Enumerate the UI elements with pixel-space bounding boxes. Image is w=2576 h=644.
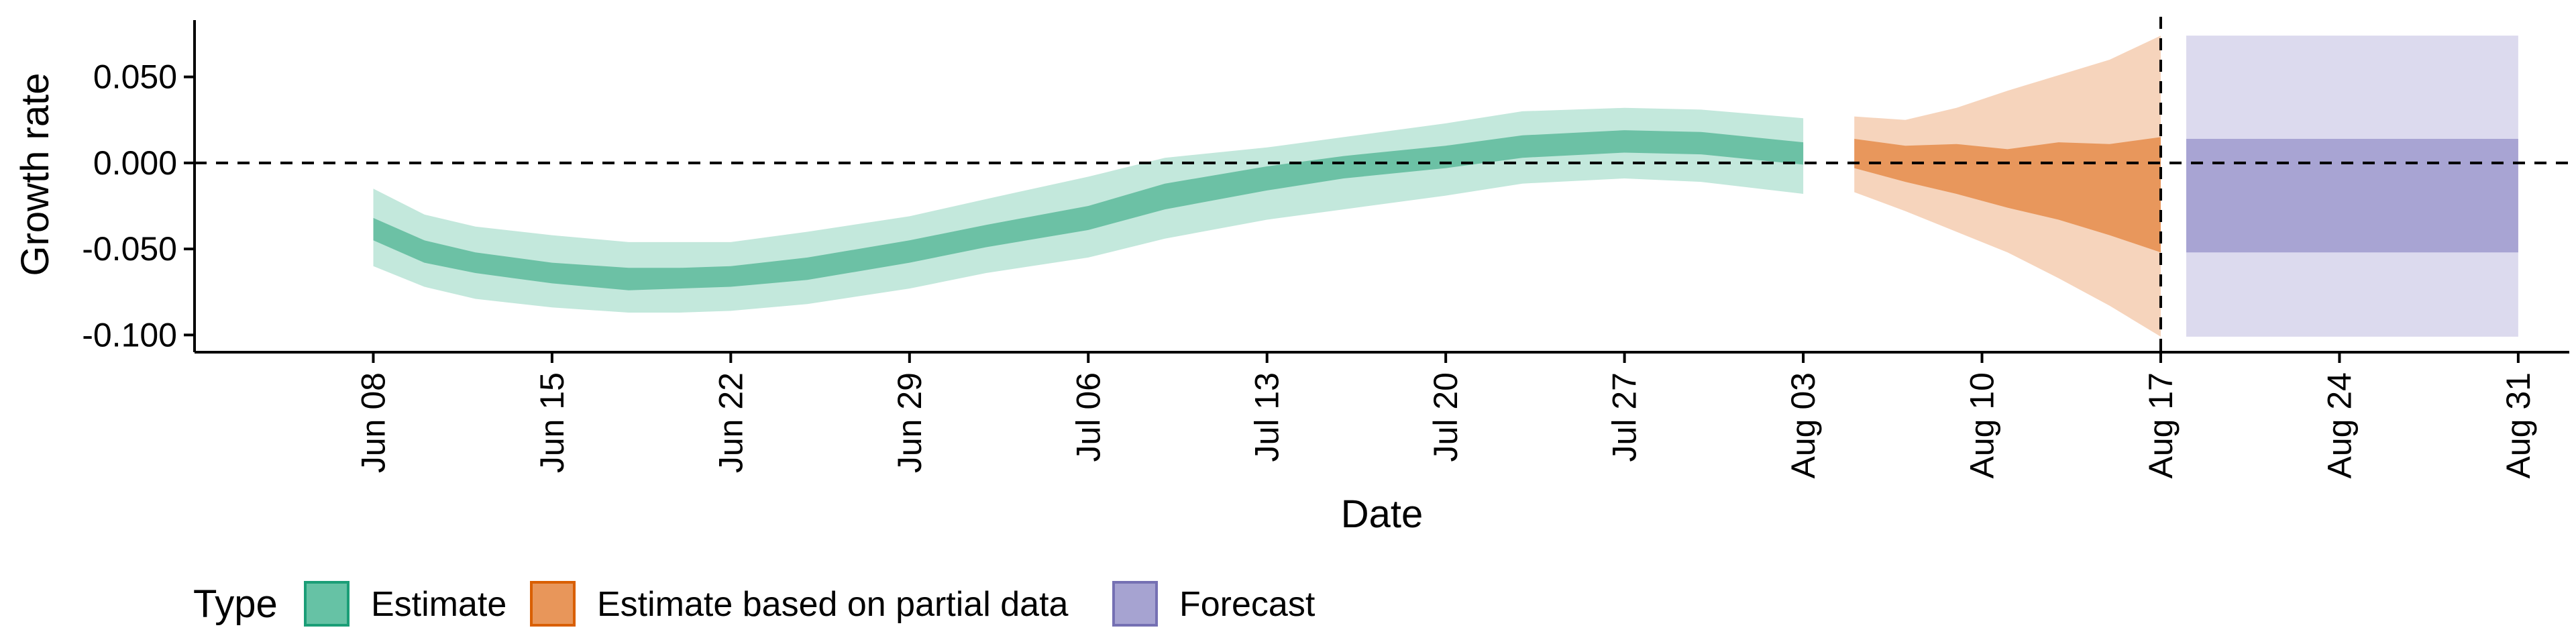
ribbon-layer bbox=[373, 36, 2518, 337]
legend-swatch-forecast bbox=[1112, 581, 1158, 627]
x-tick-label: Jul 13 bbox=[1248, 372, 1286, 462]
x-tick-label: Jun 29 bbox=[891, 372, 928, 473]
legend-label-forecast: Forecast bbox=[1179, 585, 1316, 624]
axes: 0.050 0.000 -0.050 -0.100 Jun 08 Jun 15 Jun 22… bbox=[82, 20, 2569, 478]
x-tick-label: Jun 15 bbox=[533, 372, 571, 473]
legend-swatch-estimate bbox=[304, 581, 350, 627]
x-tick-label: Jul 06 bbox=[1069, 372, 1107, 462]
y-tick-label: 0.000 bbox=[93, 144, 177, 182]
x-tick-label: Jun 22 bbox=[712, 372, 749, 473]
reference-lines bbox=[195, 17, 2569, 352]
x-tick-label: Aug 10 bbox=[1964, 372, 2001, 478]
legend-label-estimate: Estimate bbox=[371, 585, 506, 624]
legend-swatch-estimate-based-on-partial-data bbox=[530, 581, 576, 627]
x-axis-title: Date bbox=[1341, 492, 1424, 536]
estimate-inner-band bbox=[373, 130, 1804, 290]
x-tick-label: Aug 31 bbox=[2500, 372, 2537, 478]
x-tick-label: Aug 17 bbox=[2142, 372, 2180, 478]
x-tick-label: Aug 03 bbox=[1784, 372, 1822, 478]
y-tick-label: -0.050 bbox=[82, 230, 177, 268]
estimate-based-on-partial-data-inner-band bbox=[1854, 137, 2161, 253]
x-tick-label: Aug 24 bbox=[2320, 372, 2358, 478]
legend-label-estimate-based-on-partial-data: Estimate based on partial data bbox=[597, 585, 1069, 624]
legend: Type Estimate Estimate based on partial d… bbox=[193, 581, 1316, 627]
y-tick-label: 0.050 bbox=[93, 58, 177, 96]
y-axis-title: Growth rate bbox=[13, 73, 57, 276]
y-tick-label: -0.100 bbox=[82, 316, 177, 354]
x-tick-label: Jul 27 bbox=[1606, 372, 1644, 462]
forecast-inner-band bbox=[2186, 139, 2518, 253]
x-tick-label: Jun 08 bbox=[354, 372, 392, 473]
x-tick-label: Jul 20 bbox=[1427, 372, 1464, 462]
legend-title: Type bbox=[193, 582, 278, 626]
